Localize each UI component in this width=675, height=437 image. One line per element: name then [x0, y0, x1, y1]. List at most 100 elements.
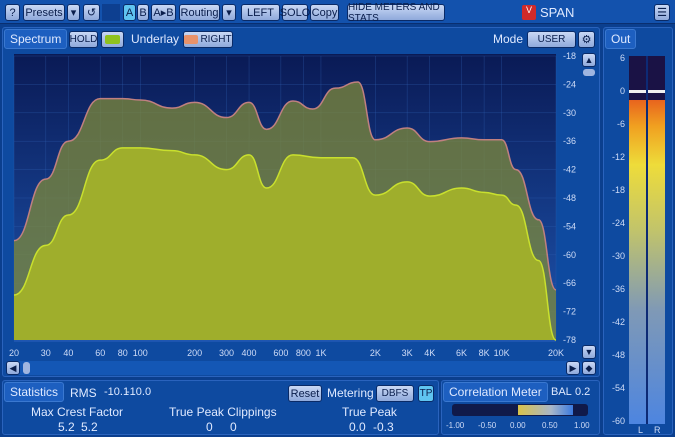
underlay-right-label: RIGHT — [200, 34, 232, 45]
spectrum-line — [13, 147, 557, 341]
undo-button[interactable]: ↺ — [83, 4, 100, 21]
meter-tick-label: -18 — [611, 185, 625, 195]
horizontal-scroll-thumb[interactable] — [23, 362, 30, 374]
meter-tick-label: -30 — [611, 251, 625, 261]
scroll-down-button[interactable]: ▼ — [582, 345, 596, 359]
triangle-right-icon: ▶ — [569, 362, 577, 373]
voxengo-logo: V — [522, 5, 536, 20]
x-tick-label: 100 — [133, 348, 148, 358]
balance-label: BAL — [551, 386, 572, 398]
presets-button[interactable]: Presets — [23, 4, 65, 21]
correlation-bar — [452, 404, 588, 416]
x-tick-label: 4K — [424, 348, 435, 358]
solo-button[interactable]: SOLO — [280, 4, 310, 21]
true-peak-right-value: -0.3 — [373, 420, 394, 434]
y-tick-label: -54 — [563, 221, 576, 231]
plugin-title: SPAN — [540, 5, 575, 20]
y-tick-label: -78 — [563, 335, 576, 345]
x-tick-label: 60 — [95, 348, 105, 358]
true-peak-clippings-label: True Peak Clippings — [169, 405, 277, 419]
scroll-left-button[interactable]: ◀ — [6, 361, 20, 375]
main-color-swatch[interactable] — [101, 31, 124, 48]
meter-tick-label: 0 — [619, 86, 625, 96]
y-tick-label: -66 — [563, 278, 576, 288]
scroll-right-button[interactable]: ▶ — [566, 361, 580, 375]
y-tick-label: -36 — [563, 136, 576, 146]
x-tick-label: 40 — [63, 348, 73, 358]
meter-tick-label: -12 — [611, 152, 625, 162]
diamond-icon: ◆ — [585, 362, 593, 373]
rms-right-value: -10.0 — [126, 386, 152, 398]
statistics-panel — [2, 380, 439, 435]
presets-dropdown[interactable]: ▾ — [67, 4, 80, 21]
x-tick-label: 2K — [370, 348, 381, 358]
spectrum-tab[interactable]: Spectrum — [4, 29, 68, 49]
preset-a-button[interactable]: A — [123, 4, 136, 21]
true-peak-left-value: 0.0 — [349, 420, 366, 434]
hold-spectrum-line — [13, 81, 557, 291]
correlation-tick-label: -0.50 — [478, 421, 497, 430]
x-tick-label: 300 — [219, 348, 234, 358]
meter-r-label: R — [654, 425, 661, 435]
zoom-reset-button[interactable]: ◆ — [582, 361, 596, 375]
x-tick-label: 400 — [242, 348, 257, 358]
menu-button[interactable]: ☰ — [654, 4, 670, 21]
mode-label: Mode — [493, 32, 524, 46]
meter-tick-label: -42 — [611, 317, 625, 327]
triangle-down-icon: ▼ — [584, 347, 594, 357]
scroll-up-button[interactable]: ▲ — [582, 53, 596, 67]
mode-select[interactable]: USER — [527, 31, 576, 48]
preset-b-button[interactable]: B — [137, 4, 149, 21]
metering-select[interactable]: DBFS — [376, 385, 414, 402]
underlay-label: Underlay — [131, 32, 180, 46]
y-tick-label: -24 — [563, 79, 576, 89]
meter-tick-label: -36 — [611, 284, 625, 294]
correlation-tab[interactable]: Correlation Meter — [443, 382, 548, 402]
meter-tick-label: -54 — [611, 383, 625, 393]
clip-right-value: 0 — [230, 420, 237, 434]
x-tick-label: 1K — [315, 348, 326, 358]
chevron-down-icon: ▾ — [226, 7, 232, 19]
x-tick-label: 20K — [548, 348, 564, 358]
balance-value: 0.2 — [575, 386, 591, 398]
meter-l-label: L — [638, 425, 644, 435]
correlation-tick-label: -1.00 — [446, 421, 465, 430]
meter-tick-label: -60 — [611, 416, 625, 426]
x-tick-label: 6K — [456, 348, 467, 358]
underlay-right-button[interactable]: RIGHT — [183, 31, 233, 48]
chevron-down-icon: ▾ — [70, 7, 77, 19]
settings-button[interactable]: ⚙ — [578, 31, 595, 48]
hold-button[interactable]: HOLD — [69, 31, 98, 48]
statistics-tab[interactable]: Statistics — [4, 382, 65, 402]
hide-meters-button[interactable]: HIDE METERS AND STATS — [347, 2, 445, 24]
true-peak-toggle[interactable]: TP — [418, 385, 434, 402]
x-tick-label: 30 — [41, 348, 51, 358]
x-tick-label: 20 — [9, 348, 19, 358]
x-tick-label: 600 — [273, 348, 288, 358]
redo-button[interactable] — [102, 4, 120, 21]
help-button[interactable]: ? — [5, 4, 20, 21]
max-crest-factor-label: Max Crest Factor — [31, 405, 124, 419]
left-channel-button[interactable]: LEFT — [241, 4, 280, 21]
metering-label: Metering — [327, 386, 374, 400]
correlation-tick-label: 1.00 — [574, 421, 590, 430]
rms-left-value: -10.1 — [104, 386, 130, 398]
gear-icon: ⚙ — [581, 34, 592, 46]
routing-button[interactable]: Routing — [179, 4, 220, 21]
horizontal-scrollbar[interactable] — [8, 361, 582, 375]
copy-a-to-b-button[interactable]: A▸B — [151, 4, 176, 21]
out-tab[interactable]: Out — [605, 29, 637, 49]
meter-tick-label: -24 — [611, 218, 625, 228]
copy-button[interactable]: Copy — [310, 4, 339, 21]
y-tick-label: -42 — [563, 165, 576, 175]
toolbar: ? Presets ▾ ↺ A B A▸B Routing ▾ LEFT SOL… — [0, 0, 675, 24]
routing-dropdown[interactable]: ▾ — [222, 4, 236, 21]
vertical-scroll-thumb[interactable] — [583, 69, 595, 76]
x-tick-label: 80 — [118, 348, 128, 358]
meter-tick-label: -48 — [611, 350, 625, 360]
triangle-up-icon: ▲ — [584, 55, 594, 65]
true-peak-label: True Peak — [342, 405, 397, 419]
clip-left-value: 0 — [206, 420, 213, 434]
reset-button[interactable]: Reset — [288, 385, 322, 402]
spectrum-area — [14, 147, 556, 340]
